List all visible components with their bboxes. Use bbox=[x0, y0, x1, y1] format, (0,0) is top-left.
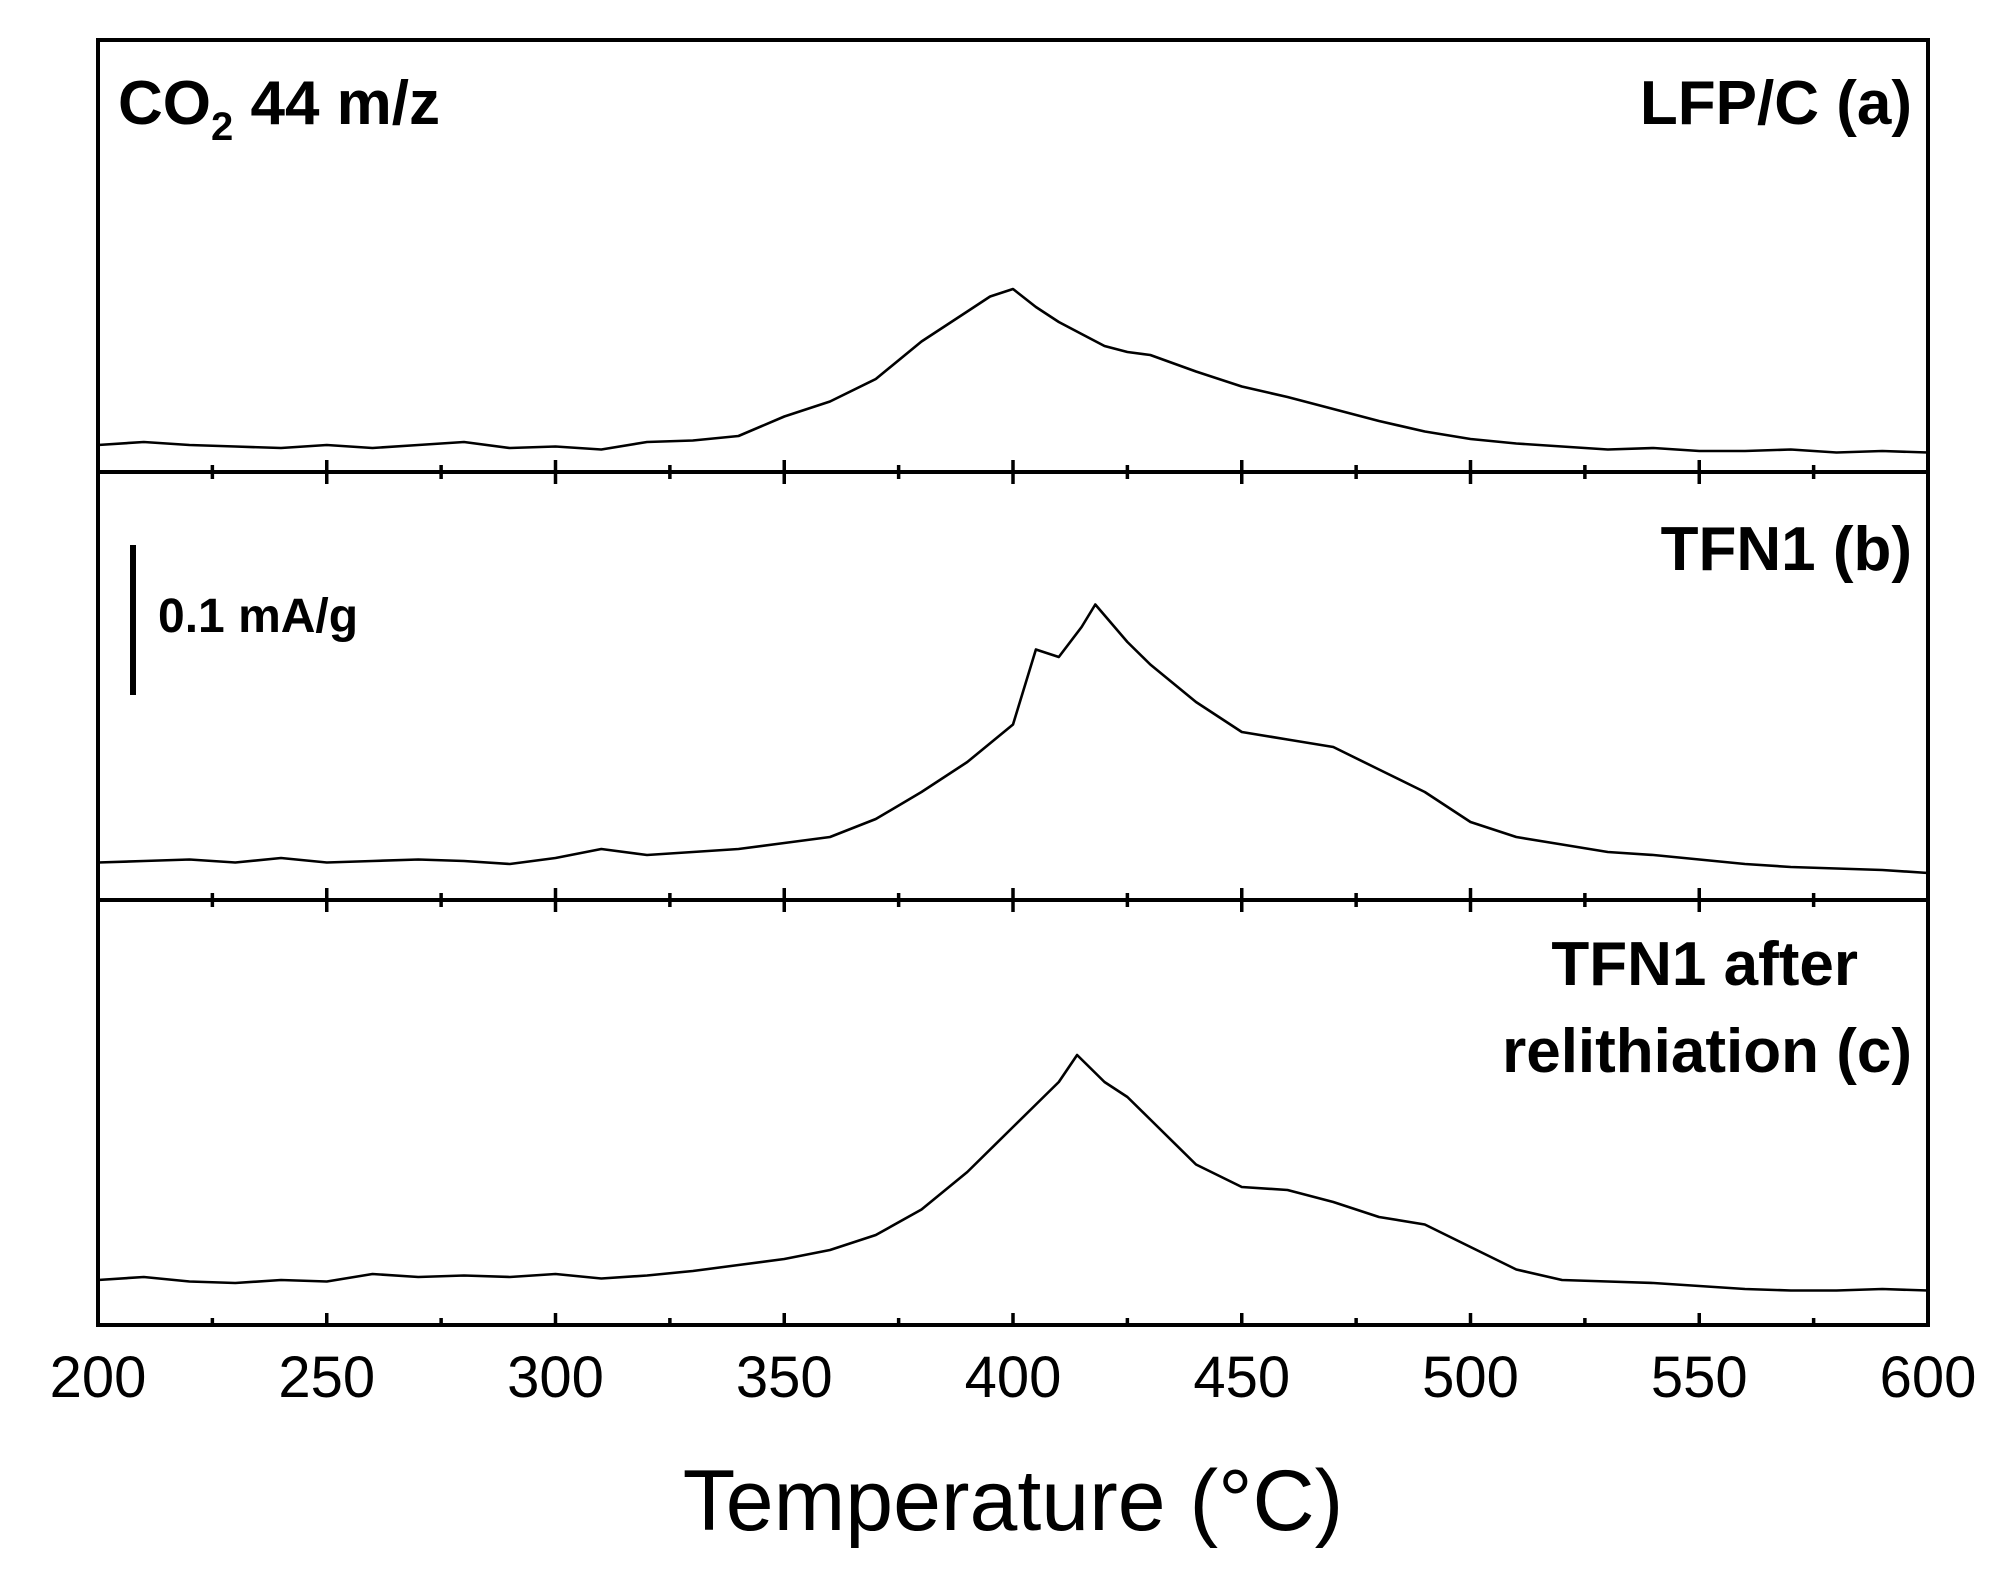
x-ticks bbox=[96, 460, 1930, 1325]
ion-label-rest: 44 m/z bbox=[233, 69, 440, 138]
x-tick-label: 400 bbox=[965, 1345, 1062, 1410]
x-tick-labels: 200 250 300 350 400 450 500 550 600 bbox=[50, 1345, 1977, 1410]
series-line-c bbox=[97, 1053, 1929, 1292]
x-tick-label: 550 bbox=[1651, 1345, 1748, 1410]
panel-c-title-line1: TFN1 after bbox=[1551, 930, 1858, 999]
series-line-a bbox=[97, 287, 1929, 454]
x-tick-label: 300 bbox=[507, 1345, 604, 1410]
x-tick-label: 500 bbox=[1422, 1345, 1519, 1410]
x-tick-label: 250 bbox=[278, 1345, 375, 1410]
ion-label-subscript: 2 bbox=[211, 105, 233, 149]
ion-label: CO2 44 m/z bbox=[118, 69, 440, 149]
panel-a-title: LFP/C (a) bbox=[1640, 69, 1912, 138]
scale-bar-label: 0.1 mA/g bbox=[158, 590, 358, 643]
x-tick-label: 200 bbox=[50, 1345, 147, 1410]
traces bbox=[97, 287, 1929, 1292]
ion-label-species: CO bbox=[118, 69, 211, 138]
panel-c-title-line2: relithiation (c) bbox=[1502, 1017, 1912, 1086]
plot-frame bbox=[96, 38, 1930, 1327]
x-axis-label: Temperature (°C) bbox=[683, 1453, 1343, 1549]
x-tick-label: 600 bbox=[1880, 1345, 1977, 1410]
x-tick-label: 450 bbox=[1193, 1345, 1290, 1410]
series-line-b bbox=[97, 603, 1929, 875]
x-tick-label: 350 bbox=[736, 1345, 833, 1410]
panel-b-title: TFN1 (b) bbox=[1661, 515, 1912, 584]
